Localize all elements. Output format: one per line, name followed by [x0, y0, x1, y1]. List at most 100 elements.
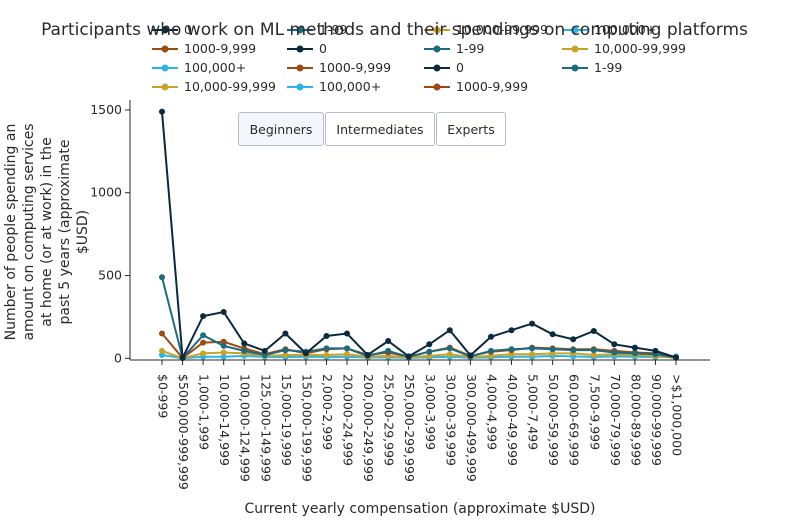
x-tick-label: 150,000-199,999 — [299, 374, 314, 482]
x-tick-label: 3,000-3,999 — [423, 374, 438, 450]
series-0 — [159, 108, 679, 362]
x-tick-label: 15,000-19,999 — [279, 374, 294, 466]
legend-swatch — [152, 45, 178, 53]
series-layer — [159, 108, 679, 362]
legend-swatch-marker — [161, 64, 169, 72]
data-point — [200, 350, 207, 357]
data-point — [549, 331, 556, 338]
y-axis-title: Number of people spending an amount on co… — [3, 123, 91, 340]
data-point — [302, 350, 309, 357]
data-point — [220, 309, 227, 315]
data-point — [159, 347, 165, 354]
legend-swatch — [287, 83, 313, 91]
legend-swatch — [424, 83, 450, 91]
data-point — [529, 320, 536, 327]
y-axis-title-line: amount on computing services — [21, 123, 37, 340]
legend-label: 10,000-99,999 — [456, 22, 548, 37]
experts-button[interactable]: Experts — [436, 112, 506, 146]
data-point — [508, 327, 515, 334]
data-point — [488, 352, 494, 359]
legend-swatch-marker — [161, 26, 169, 34]
data-point — [344, 330, 350, 337]
x-tick-label: 5,000-7,499 — [526, 374, 541, 450]
legend-label: 1000-9,999 — [319, 60, 392, 75]
legend-swatch-marker — [571, 45, 579, 53]
x-tick-label: $0-999 — [156, 374, 171, 418]
data-point — [611, 349, 618, 356]
x-axis-title: Current yearly compensation (approximate… — [245, 501, 596, 517]
data-point — [261, 347, 268, 354]
legend-label: 1-99 — [319, 22, 348, 37]
data-point — [282, 347, 289, 354]
data-point — [385, 338, 392, 344]
legend-label: 0 — [184, 22, 192, 37]
data-point — [590, 328, 597, 334]
data-point — [590, 352, 597, 358]
legend-swatch-marker — [296, 26, 304, 34]
x-tick-label: $500,000-999,999 — [176, 374, 191, 490]
chart-title: Participants who work on ML methods and … — [41, 20, 748, 40]
data-point — [446, 345, 453, 352]
legend-label: 0 — [319, 41, 327, 56]
x-tick-label: 70,000-79,999 — [608, 374, 623, 466]
data-point — [179, 354, 186, 361]
legend-label: 100,000+ — [594, 22, 657, 37]
x-tick-label: 100,000-124,999 — [238, 374, 253, 482]
data-point — [344, 345, 350, 352]
x-tick-label: 25,000-29,999 — [382, 374, 397, 466]
data-point — [488, 333, 494, 340]
y-axis-title-line: at home (or at work) in the — [39, 137, 55, 326]
x-tick-label: 80,000-89,999 — [628, 374, 643, 466]
data-point — [241, 347, 248, 354]
data-point — [508, 351, 515, 358]
x-tick-label: 50,000-59,999 — [546, 374, 561, 466]
legend-swatch — [562, 45, 588, 53]
x-tick-label: 60,000-69,999 — [567, 374, 582, 466]
data-point — [426, 352, 433, 359]
data-point — [241, 340, 248, 347]
legend-label: 10,000-99,999 — [184, 79, 276, 94]
legend-swatch-marker — [433, 45, 441, 53]
legend-swatch-marker — [571, 26, 579, 34]
legend-swatch-marker — [433, 83, 441, 91]
x-tick-label: 40,000-49,999 — [505, 374, 520, 466]
data-point — [282, 330, 289, 337]
data-point — [261, 352, 268, 358]
series-line — [161, 349, 677, 360]
data-point — [652, 347, 659, 354]
legend-swatch — [562, 64, 588, 72]
data-point — [323, 352, 330, 358]
data-point — [200, 339, 207, 346]
legend-label: 10,000-99,999 — [594, 41, 686, 56]
beginners-button[interactable]: Beginners — [238, 112, 324, 146]
data-point — [159, 330, 165, 337]
legend-label: 100,000+ — [184, 60, 247, 75]
y-axis-title-line: past 5 years (approximate — [57, 140, 73, 325]
x-tick-label: 4,000-4,999 — [484, 374, 499, 450]
data-point — [488, 347, 494, 354]
legend-swatch — [152, 83, 178, 91]
data-point — [159, 352, 165, 358]
data-point — [611, 341, 618, 348]
data-point — [426, 341, 433, 348]
legend-swatch — [287, 45, 313, 53]
legend-swatch-marker — [571, 64, 579, 72]
legend-swatch — [424, 64, 450, 72]
legend-label: 1-99 — [456, 41, 485, 56]
legend-swatch — [287, 64, 313, 72]
legend-swatch-marker — [296, 45, 304, 53]
legend-swatch — [287, 26, 313, 34]
series-line — [161, 276, 677, 361]
legend-label: 0 — [456, 60, 464, 75]
data-point — [508, 346, 515, 353]
data-point — [673, 354, 679, 361]
legend-swatch-marker — [296, 83, 304, 91]
x-tick-label: 1,000-1,999 — [197, 374, 212, 450]
data-point — [467, 352, 474, 359]
intermediates-button[interactable]: Intermediates — [325, 112, 435, 146]
legend-swatch-marker — [433, 26, 441, 34]
data-point — [364, 352, 371, 358]
data-point — [590, 347, 597, 354]
data-point — [631, 350, 638, 357]
